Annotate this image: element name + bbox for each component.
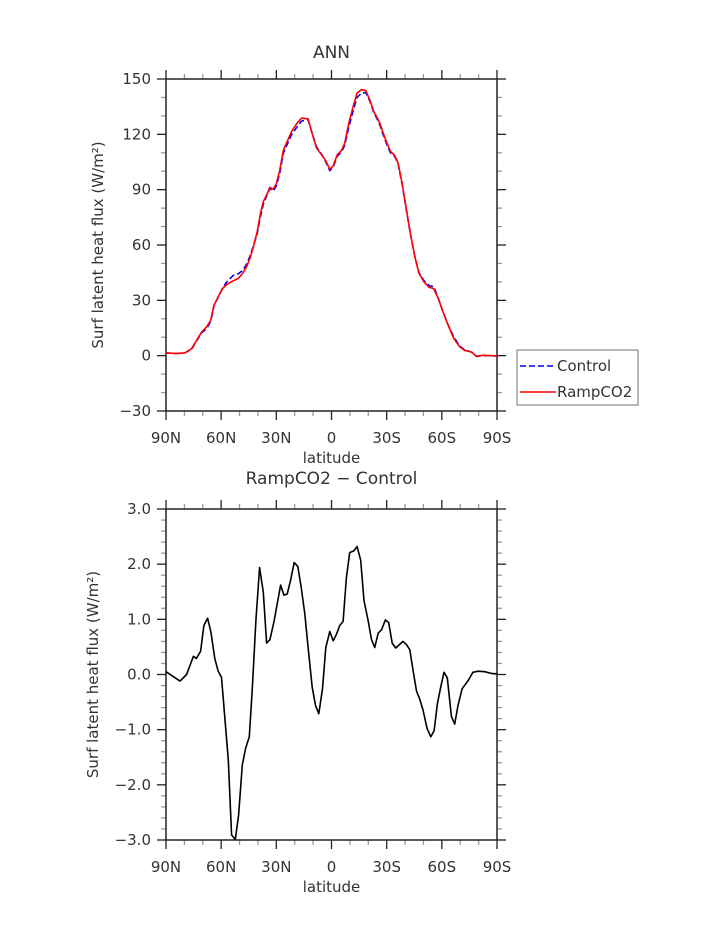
- x-tick-label: 60N: [206, 858, 236, 876]
- y-tick-label: 0.0: [127, 666, 151, 684]
- y-tick-label: 1.0: [127, 610, 151, 628]
- y-tick-label: 150: [122, 70, 151, 88]
- chart-title: ANN: [313, 43, 350, 63]
- y-tick-label: 0: [141, 347, 151, 365]
- x-tick-label: 30N: [261, 429, 291, 447]
- legend-box: [516, 349, 639, 406]
- y-tick-label: 90: [132, 181, 151, 199]
- y-tick-label: 3.0: [127, 500, 151, 518]
- y-tick-label: −30: [119, 402, 151, 420]
- legend-label-rampco2: RampCO2: [557, 383, 632, 401]
- legend-label-control: Control: [557, 357, 611, 375]
- x-tick-label: 60S: [428, 429, 457, 447]
- x-axis-label: latitude: [303, 878, 361, 896]
- series-line-rampco2-control: [165, 545, 498, 841]
- x-tick-label: 60N: [206, 429, 236, 447]
- y-axis-label: Surf latent heat flux (W/m²): [89, 141, 107, 348]
- series-line-control: [165, 91, 498, 358]
- y-tick-label: 30: [132, 291, 151, 309]
- x-tick-label: 30N: [261, 858, 291, 876]
- y-tick-label: 60: [132, 236, 151, 254]
- x-tick-label: 0: [327, 858, 337, 876]
- y-tick-label: 2.0: [127, 555, 151, 573]
- x-tick-label: 0: [327, 429, 337, 447]
- x-axis-label: latitude: [303, 449, 361, 467]
- plot-panel-2: 90N 60N 30N 0 30S 60S 90S −3.0 −2.0 −1.0 0.0 1.0 2.0…: [84, 469, 511, 896]
- y-tick-label: 120: [122, 125, 151, 143]
- x-tick-label: 90N: [151, 429, 181, 447]
- y-tick-label: −2.0: [115, 776, 151, 794]
- legend: Control RampCO2: [516, 349, 639, 406]
- plot-panel-1: 90N 60N 30N 0 30S 60S 90S −30 0 30 60 90 120 150 ANN la…: [89, 43, 639, 467]
- x-tick-label: 30S: [372, 429, 401, 447]
- x-tick-label: 90S: [483, 429, 512, 447]
- chart-title: RampCO2 − Control: [246, 469, 418, 489]
- series-line-rampco2: [165, 88, 498, 358]
- x-tick-label: 60S: [428, 858, 457, 876]
- y-axis-label: Surf latent heat flux (W/m²): [84, 571, 102, 778]
- x-tick-label: 30S: [372, 858, 401, 876]
- plot-frame: [165, 78, 498, 412]
- y-tick-label: −1.0: [115, 721, 151, 739]
- plot-frame: [165, 508, 498, 841]
- y-tick-label: −3.0: [115, 831, 151, 849]
- x-tick-label: 90S: [483, 858, 512, 876]
- x-tick-label: 90N: [151, 858, 181, 876]
